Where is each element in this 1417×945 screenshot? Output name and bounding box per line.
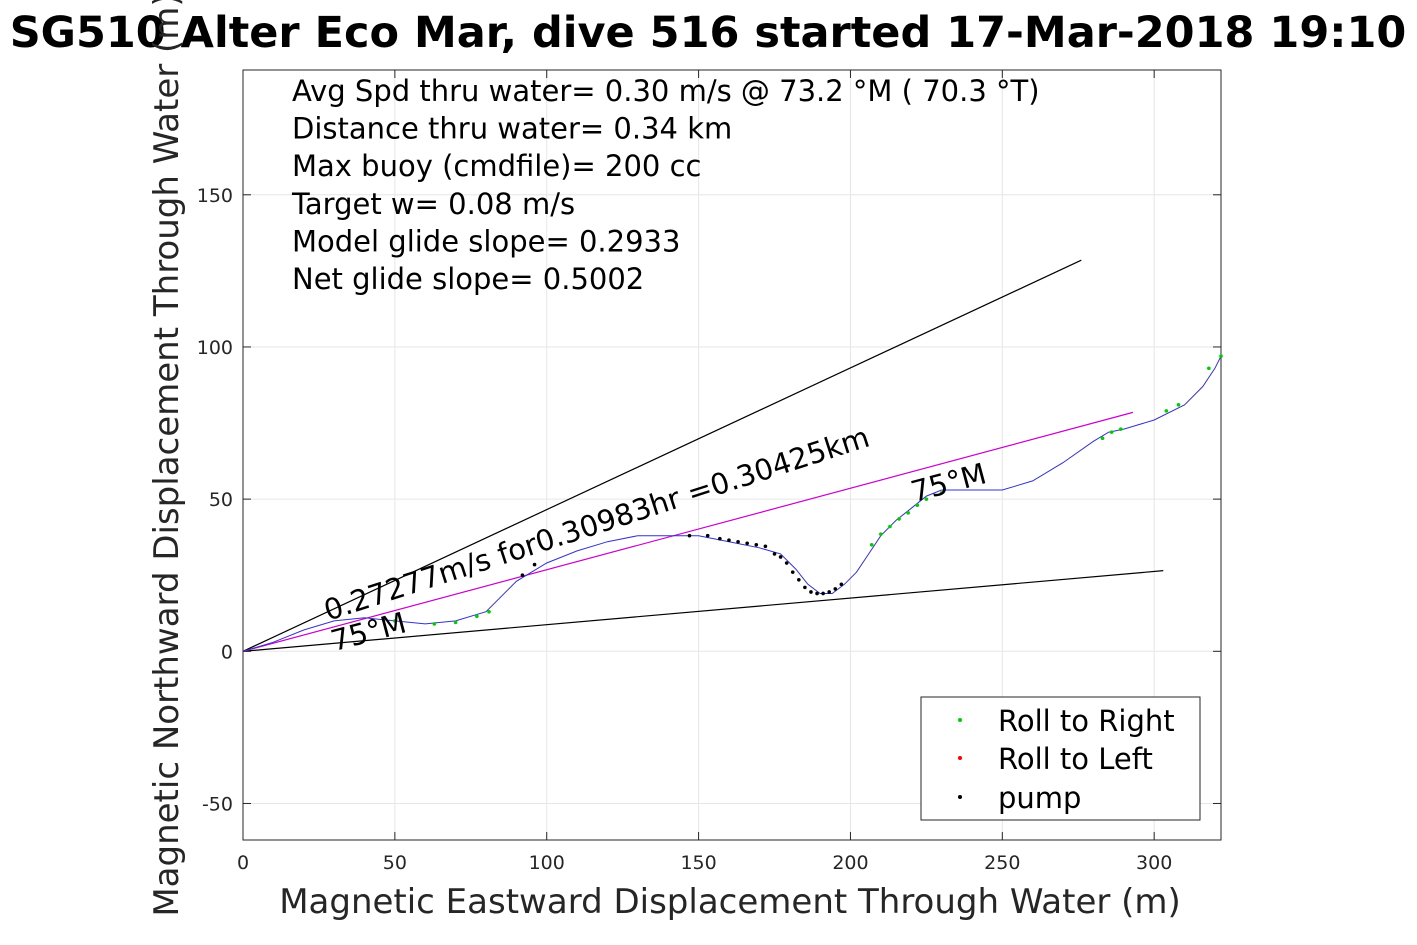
- x-axis-ticks: 0 50 100 150 200 250 300: [237, 70, 1172, 874]
- data-point: [432, 622, 437, 626]
- data-point: [754, 542, 759, 547]
- x-axis-label: Magnetic Eastward Displacement Through W…: [279, 882, 1181, 922]
- chart-title: SG510 Alter Eco Mar, dive 516 started 17…: [10, 8, 1407, 58]
- data-point: [906, 511, 910, 515]
- data-point: [727, 538, 731, 543]
- data-point: [1176, 402, 1181, 407]
- legend-marker-roll-right: [958, 718, 962, 722]
- data-point: [821, 591, 825, 596]
- legend-marker-roll-left: [958, 756, 962, 760]
- info-line: Model glide slope= 0.2933: [292, 224, 680, 258]
- x-tick-label: 50: [383, 852, 407, 874]
- data-point: [393, 619, 397, 623]
- data-point: [869, 542, 874, 547]
- y-axis-label: Magnetic Northward Displacement Through …: [147, 0, 187, 917]
- data-point: [475, 614, 479, 619]
- data-point: [453, 620, 458, 625]
- info-line: Target w= 0.08 m/s: [291, 187, 575, 221]
- data-point: [797, 577, 801, 582]
- data-point: [833, 587, 838, 591]
- legend-box: [920, 696, 1201, 821]
- x-tick-label: 200: [832, 852, 868, 874]
- data-point: [687, 533, 692, 538]
- data-point: [897, 517, 901, 521]
- info-line: Net glide slope= 0.5002: [292, 262, 644, 296]
- y-tick-label: 0: [221, 641, 233, 663]
- data-point: [772, 552, 777, 556]
- data-point: [924, 497, 929, 501]
- data-point: [939, 491, 944, 495]
- legend-label-pump: pump: [998, 781, 1081, 815]
- x-tick-label: 250: [984, 852, 1020, 874]
- data-point: [1164, 409, 1169, 413]
- data-point: [915, 503, 920, 508]
- legend-label-roll-left: Roll to Left: [998, 742, 1153, 776]
- reference-lines: [242, 259, 1164, 652]
- data-point: [879, 532, 883, 536]
- data-point: [1118, 427, 1123, 431]
- data-point: [736, 539, 740, 544]
- y-tick-label: 100: [197, 337, 233, 359]
- x-tick-label: 0: [237, 852, 249, 874]
- data-point: [839, 582, 844, 587]
- data-point: [1207, 366, 1211, 371]
- info-line: Avg Spd thru water= 0.30 m/s @ 73.2 °M (…: [292, 74, 1040, 108]
- data-point: [827, 590, 831, 594]
- y-tick-label: 150: [197, 185, 233, 207]
- data-point: [1100, 436, 1105, 441]
- y-axis-ticks: -50 0 50 100 150: [197, 185, 1221, 815]
- data-point: [1109, 430, 1114, 434]
- plot-area: 0 50 100 150 200 250 300 -50 0 50 100 150 Avg Spd …: [197, 69, 1223, 874]
- data-point: [487, 609, 491, 614]
- data-point: [1219, 354, 1223, 358]
- data-point: [763, 544, 768, 549]
- x-tick-label: 100: [529, 852, 565, 874]
- marker-series: [393, 354, 1223, 626]
- x-tick-label: 150: [680, 852, 716, 874]
- data-point: [705, 533, 710, 538]
- info-block: Avg Spd thru water= 0.30 m/s @ 73.2 °M (…: [291, 74, 1040, 296]
- info-line: Distance thru water= 0.34 km: [292, 112, 732, 146]
- data-point: [532, 562, 537, 567]
- data-point: [784, 561, 789, 565]
- reference-line: [242, 411, 1134, 652]
- x-tick-label: 300: [1136, 852, 1172, 874]
- data-point: [718, 536, 722, 541]
- info-line: Max buoy (cmdfile)= 200 cc: [292, 149, 701, 183]
- legend: Roll to Right Roll to Left pump: [920, 696, 1201, 821]
- axes-frame: [242, 69, 1222, 841]
- data-point: [520, 573, 525, 578]
- data-point: [790, 570, 795, 574]
- data-point: [778, 555, 783, 559]
- reference-line: [242, 570, 1164, 652]
- data-point: [815, 591, 819, 596]
- y-tick-label: 50: [209, 489, 233, 511]
- y-tick-label: -50: [202, 793, 233, 815]
- data-point: [803, 585, 807, 590]
- data-point: [888, 524, 892, 529]
- legend-label-roll-right: Roll to Right: [998, 704, 1175, 738]
- legend-marker-pump: [958, 795, 962, 799]
- data-point: [745, 541, 749, 546]
- reference-line: [242, 259, 1082, 652]
- data-point: [809, 590, 813, 594]
